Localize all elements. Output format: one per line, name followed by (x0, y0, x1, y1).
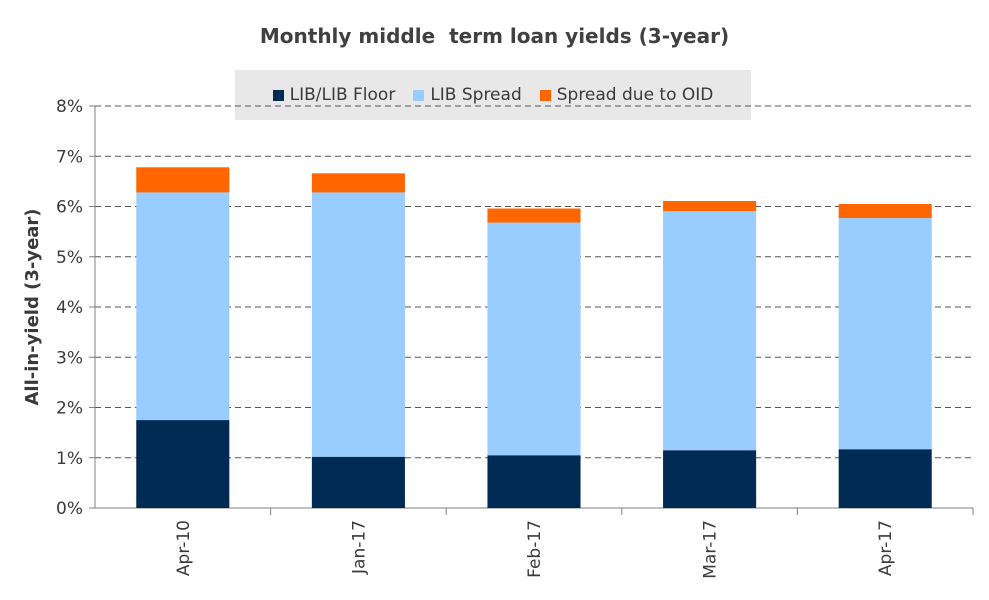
legend-item-lib-floor: LIB/LIB Floor (272, 85, 396, 105)
x-tick-label: Apr-17 (876, 520, 896, 576)
bar-segment (136, 192, 230, 421)
legend-item-oid-spread: Spread due to OID (539, 85, 714, 105)
x-tick-label: Apr-10 (174, 520, 194, 576)
bar-segment (311, 456, 405, 508)
legend-label-lib-floor: LIB/LIB Floor (289, 85, 396, 105)
bar-segment (136, 420, 230, 508)
bar-segment (311, 173, 405, 193)
legend-label-lib-spread: LIB Spread (430, 85, 522, 105)
legend-swatch-lib-spread (413, 89, 425, 101)
bar-segment (487, 208, 581, 223)
bar-segment (487, 455, 581, 508)
bar-segment (663, 450, 757, 508)
y-tick-label: 0% (56, 499, 83, 519)
y-tick-label: 7% (56, 147, 83, 167)
bar-segment (838, 449, 932, 508)
y-tick-label: 2% (56, 399, 83, 419)
y-axis-label: All-in-yield (3-year) (22, 208, 43, 405)
x-tick-label: Mar-17 (701, 520, 721, 579)
x-tick-label: Feb-17 (525, 520, 545, 578)
y-tick-label: 3% (56, 348, 83, 368)
bar-segment (838, 218, 932, 450)
bar-segment (838, 203, 932, 219)
bar-segment (311, 192, 405, 457)
legend-item-lib-spread: LIB Spread (413, 85, 522, 105)
bar-segment (663, 211, 757, 451)
bar-segment (663, 200, 757, 212)
chart-title: Monthly middle term loan yields (3-year) (259, 24, 730, 48)
legend: LIB/LIB Floor LIB Spread Spread due to O… (235, 70, 751, 120)
y-tick-label: 6% (56, 198, 83, 218)
y-tick-label: 8% (56, 97, 83, 117)
y-tick-label: 5% (56, 248, 83, 268)
bar-segment (487, 222, 581, 456)
y-tick-label: 1% (56, 449, 83, 469)
x-tick-label: Jan-17 (349, 520, 369, 575)
legend-swatch-lib-floor (272, 89, 284, 101)
legend-label-oid-spread: Spread due to OID (556, 85, 714, 105)
y-tick-label: 4% (56, 298, 83, 318)
legend-swatch-oid-spread (539, 89, 551, 101)
bar-segment (136, 167, 230, 193)
